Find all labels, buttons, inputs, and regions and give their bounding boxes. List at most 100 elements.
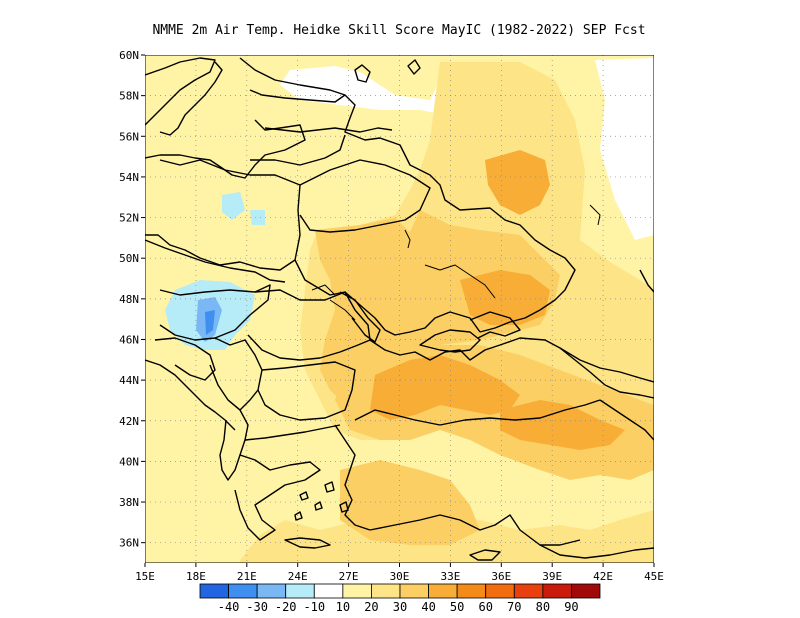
colorbar-swatch	[485, 583, 515, 599]
colorbar-label: 10	[336, 600, 350, 614]
longitude-tick-labels: 15E 18E 21E 24E 27E 30E 33E 36E 39E 42E 45E	[135, 563, 664, 583]
shade-white-northeast	[595, 58, 654, 240]
shade-blue-10-poland	[222, 192, 245, 220]
croatia-inland-border	[154, 337, 216, 381]
turkey-north-coast	[354, 399, 601, 426]
danube-river	[329, 299, 356, 321]
lat-tick-label: 36N	[119, 537, 139, 550]
skill-shading	[145, 55, 654, 563]
baltic-states-coast	[145, 119, 306, 179]
lat-tick-label: 40N	[119, 455, 139, 468]
aegean-island-3	[294, 511, 303, 521]
lat-tick-label: 54N	[119, 171, 139, 184]
colorbar-swatch	[571, 583, 601, 599]
colorbar-swatch	[256, 583, 287, 599]
scandinavia-coast	[145, 57, 216, 126]
caucasus-border	[559, 347, 654, 383]
shade-40-50-black-sea	[370, 355, 520, 420]
lon-tick-label: 21E	[237, 570, 257, 583]
vistula-lake	[404, 229, 411, 249]
cyprus	[469, 549, 501, 561]
crete	[284, 537, 331, 549]
estonia-latvia-border	[264, 127, 393, 133]
shade-white-north	[280, 66, 470, 115]
colorbar-label: 40	[421, 600, 435, 614]
lon-tick-label: 24E	[288, 570, 308, 583]
colorbar-swatch	[313, 583, 344, 599]
lon-tick-label: 36E	[491, 570, 511, 583]
greece-coast	[234, 454, 321, 541]
albania-macedonia-border	[219, 399, 249, 481]
colorbar-label: -40	[218, 600, 240, 614]
shade-30-40-south	[340, 460, 480, 545]
map-title: NMME 2m Air Temp. Heidke Skill Score May…	[152, 23, 645, 38]
colorbar-label: -10	[303, 600, 325, 614]
crimea	[419, 329, 481, 353]
syria-border	[539, 544, 654, 559]
aegean-island-4	[324, 481, 335, 493]
lon-tick-label: 30E	[390, 570, 410, 583]
colorbar-swatch	[342, 583, 372, 599]
lat-tick-label: 38N	[119, 496, 139, 509]
caspian-coast	[639, 269, 654, 293]
turkey-east-border	[599, 399, 654, 441]
belarus-border	[299, 159, 431, 233]
colorbar-swatch	[199, 583, 229, 599]
bulgaria-border	[257, 361, 356, 421]
lat-tick-label: 52N	[119, 212, 139, 225]
lon-tick-label: 27E	[339, 570, 359, 583]
lat-tick-label: 50N	[119, 252, 139, 265]
lon-tick-label: 42E	[593, 570, 613, 583]
lat-tick-label: 56N	[119, 130, 139, 143]
moldova-border	[339, 291, 381, 343]
greece-north-border	[244, 424, 341, 441]
lat-tick-label: 48N	[119, 293, 139, 306]
colorbar-swatch	[456, 583, 487, 599]
colorbar-label: 20	[364, 600, 378, 614]
russia-western-border	[344, 94, 576, 333]
lat-tick-label: 42N	[119, 415, 139, 428]
colorbar-swatch	[513, 583, 544, 599]
latitude-tick-labels: 36N 38N 40N 42N 44N 46N 48N 50N 52N 54N 56N 58N 60N	[119, 49, 145, 550]
georgia-armenia-border	[604, 384, 654, 399]
shade-40-50	[485, 150, 550, 215]
lon-tick-label: 45E	[644, 570, 664, 583]
shade-blue-30	[205, 310, 215, 335]
hungary-border	[159, 284, 271, 341]
latvia-lithuania-border	[250, 134, 346, 166]
lat-tick-label: 58N	[119, 90, 139, 103]
colorbar-label: 50	[450, 600, 464, 614]
dniester-river	[311, 284, 336, 296]
colorbar-label: 90	[564, 600, 578, 614]
black-sea-north-coast	[369, 337, 606, 386]
croatia-bosnia-coast	[145, 359, 236, 431]
colorbar-label: 70	[507, 600, 521, 614]
turkey-south-coast	[369, 514, 581, 546]
ukraine-south-border	[294, 259, 481, 336]
colorbar-swatch	[428, 583, 458, 599]
lon-tick-label: 39E	[542, 570, 562, 583]
map-panel	[145, 55, 654, 563]
shade-40-50-anatolia	[500, 400, 625, 450]
aegean-island-5	[339, 501, 349, 513]
colorbar-swatch	[542, 583, 572, 599]
aegean-island-1	[299, 491, 309, 501]
coastlines-and-borders	[145, 57, 654, 561]
colorbar: -40 -30 -20 -10 10 20 30 40 50 60 70 80 90	[199, 583, 601, 614]
colorbar-label: 80	[536, 600, 550, 614]
colorbar-label: 30	[393, 600, 407, 614]
colorbar-swatch	[399, 583, 429, 599]
colorbar-swatch	[371, 583, 401, 599]
volga-lake	[589, 204, 601, 226]
colorbar-label: -20	[275, 600, 297, 614]
czech-slovakia-border	[145, 239, 286, 283]
azov-sea-coast	[469, 311, 521, 339]
colorbar-swatch	[228, 583, 258, 599]
aegean-island-2	[314, 501, 323, 511]
colorbar-label: 60	[478, 600, 492, 614]
colorbar-swatch	[285, 583, 315, 599]
sweden-east-coast	[159, 61, 223, 136]
lon-tick-label: 33E	[440, 570, 460, 583]
lon-tick-label: 18E	[186, 570, 206, 583]
lat-tick-label: 44N	[119, 374, 139, 387]
